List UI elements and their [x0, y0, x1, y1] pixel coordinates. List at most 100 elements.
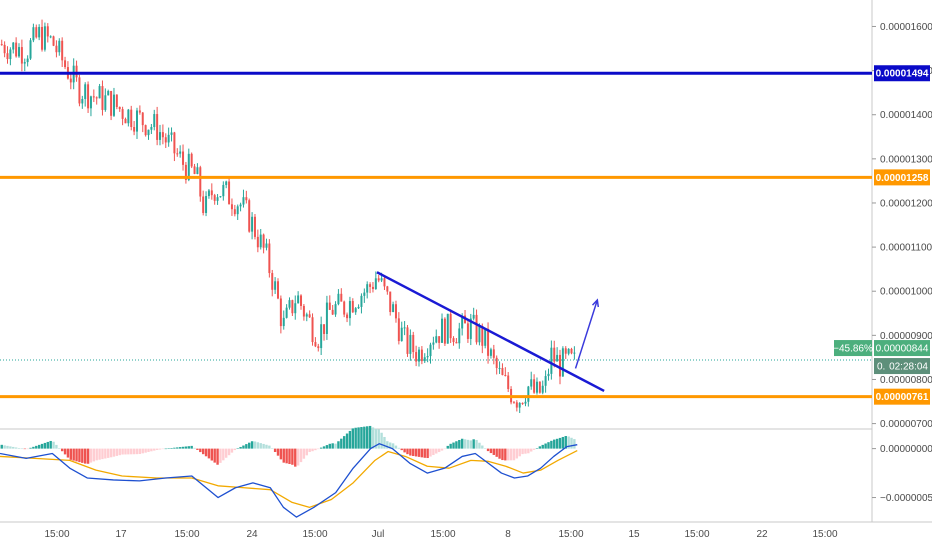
- macd-histogram-bar: [391, 443, 395, 449]
- time-tick-label: 15: [628, 529, 640, 540]
- price-change-tag: [834, 340, 872, 357]
- macd-histogram-bar: [558, 437, 562, 449]
- candle-body: [141, 112, 144, 126]
- macd-histogram-bar: [14, 447, 18, 449]
- macd-histogram-bar: [547, 442, 550, 449]
- candle-body: [205, 196, 208, 213]
- macd-histogram-bar: [121, 448, 124, 455]
- macd-histogram-bar: [253, 441, 257, 449]
- candle-body: [435, 336, 438, 343]
- macd-histogram-bar: [564, 436, 567, 449]
- macd-histogram-bar: [72, 448, 75, 461]
- macd-histogram-bar: [115, 448, 119, 456]
- macd-tick-label: 0.00000000: [880, 444, 932, 455]
- macd-histogram-bar: [210, 448, 214, 461]
- macd-histogram-bar: [29, 447, 32, 449]
- candle-body: [29, 40, 32, 59]
- time-axis[interactable]: 15:00 17 15:00 24 15:00 Jul 15:00 8 15:00 15 15:00…: [44, 529, 837, 540]
- candle-body: [190, 153, 193, 167]
- candle-body: [374, 278, 377, 290]
- candle-body: [429, 344, 432, 357]
- candle-body: [392, 304, 395, 313]
- candle-body: [262, 234, 265, 248]
- macd-histogram-bar: [555, 438, 559, 449]
- candle-body: [409, 334, 412, 354]
- candle-body: [501, 368, 504, 376]
- price-tick-label: 0.00001300: [880, 154, 932, 165]
- macd-axis[interactable]: 0.00000000 −0.00000050: [872, 444, 932, 504]
- candle-body: [49, 36, 52, 38]
- macd-histogram-bar: [150, 448, 153, 452]
- macd-histogram-bar: [242, 445, 245, 449]
- macd-histogram-bar: [561, 436, 565, 449]
- price-tick-label: 0.00001400: [880, 110, 932, 121]
- candle-body: [282, 317, 285, 327]
- macd-histogram-bar: [294, 448, 297, 467]
- macd-histogram-bar: [20, 448, 24, 450]
- macd-histogram-bar: [409, 448, 412, 456]
- macd-histogram-bar: [89, 448, 93, 463]
- candle-body: [363, 292, 366, 296]
- macd-histogram-bar: [573, 439, 576, 449]
- current-price-label: 0.00000844: [876, 344, 929, 355]
- candle-body: [417, 349, 420, 362]
- macd-histogram-bar: [124, 448, 127, 455]
- candle-body: [297, 295, 300, 304]
- candle-body: [415, 352, 418, 362]
- drawings[interactable]: [376, 271, 605, 393]
- macd-histogram-bar: [178, 447, 182, 449]
- candle-body: [55, 45, 58, 53]
- candle-body: [228, 181, 231, 205]
- macd-histogram-bar: [567, 436, 570, 449]
- macd-histogram-bar: [3, 445, 6, 449]
- macd-histogram-bar: [224, 448, 228, 458]
- macd-histogram-bar: [49, 440, 52, 449]
- candle-body: [426, 356, 429, 358]
- candle-body: [455, 341, 458, 344]
- macd-histogram-bar: [104, 448, 107, 459]
- macd-histogram-bar: [501, 448, 504, 461]
- candle-body: [412, 334, 415, 353]
- candle-body: [207, 190, 210, 197]
- candle-body: [216, 197, 219, 201]
- candle-body: [84, 84, 87, 99]
- time-tick-label: 15:00: [44, 529, 69, 540]
- macd-histogram-bar: [518, 448, 521, 457]
- candle-body: [340, 293, 343, 302]
- projection-arrow-line[interactable]: [574, 299, 599, 369]
- candle-body: [504, 375, 507, 377]
- time-tick-label: 15:00: [812, 529, 837, 540]
- macd-histogram-bar: [17, 447, 21, 449]
- time-tick-label: Jul: [372, 529, 385, 540]
- candle-body: [230, 204, 233, 210]
- macd-histogram-bar: [86, 448, 90, 464]
- macd-histogram-bar: [469, 440, 472, 449]
- candle-body: [515, 402, 518, 408]
- time-tick-label: 15:00: [430, 529, 455, 540]
- macd-histogram-bar: [245, 444, 248, 449]
- macd-histogram-bar: [296, 448, 300, 466]
- macd-histogram-bar: [144, 448, 147, 453]
- candle-body: [556, 354, 559, 362]
- candle-body: [87, 84, 90, 109]
- macd-histogram-bar: [460, 438, 464, 449]
- candle-body: [115, 94, 118, 107]
- candle-body: [369, 284, 372, 287]
- macd-histogram-bar: [334, 443, 337, 449]
- candle-body: [406, 327, 409, 354]
- projection-arrow-head: [591, 298, 600, 308]
- candle-body: [441, 318, 444, 343]
- candle-body: [167, 134, 170, 143]
- macd-histogram-bar: [443, 448, 447, 450]
- macd-histogram-bar: [435, 448, 438, 454]
- macd-histogram-bar: [515, 448, 519, 459]
- trend-line[interactable]: [376, 271, 605, 393]
- macd-histogram-bar: [63, 448, 67, 455]
- candle-body: [127, 109, 130, 124]
- macd-histogram-bar: [437, 448, 441, 453]
- candle-body: [481, 325, 484, 346]
- horizontal-levels[interactable]: [0, 71, 872, 399]
